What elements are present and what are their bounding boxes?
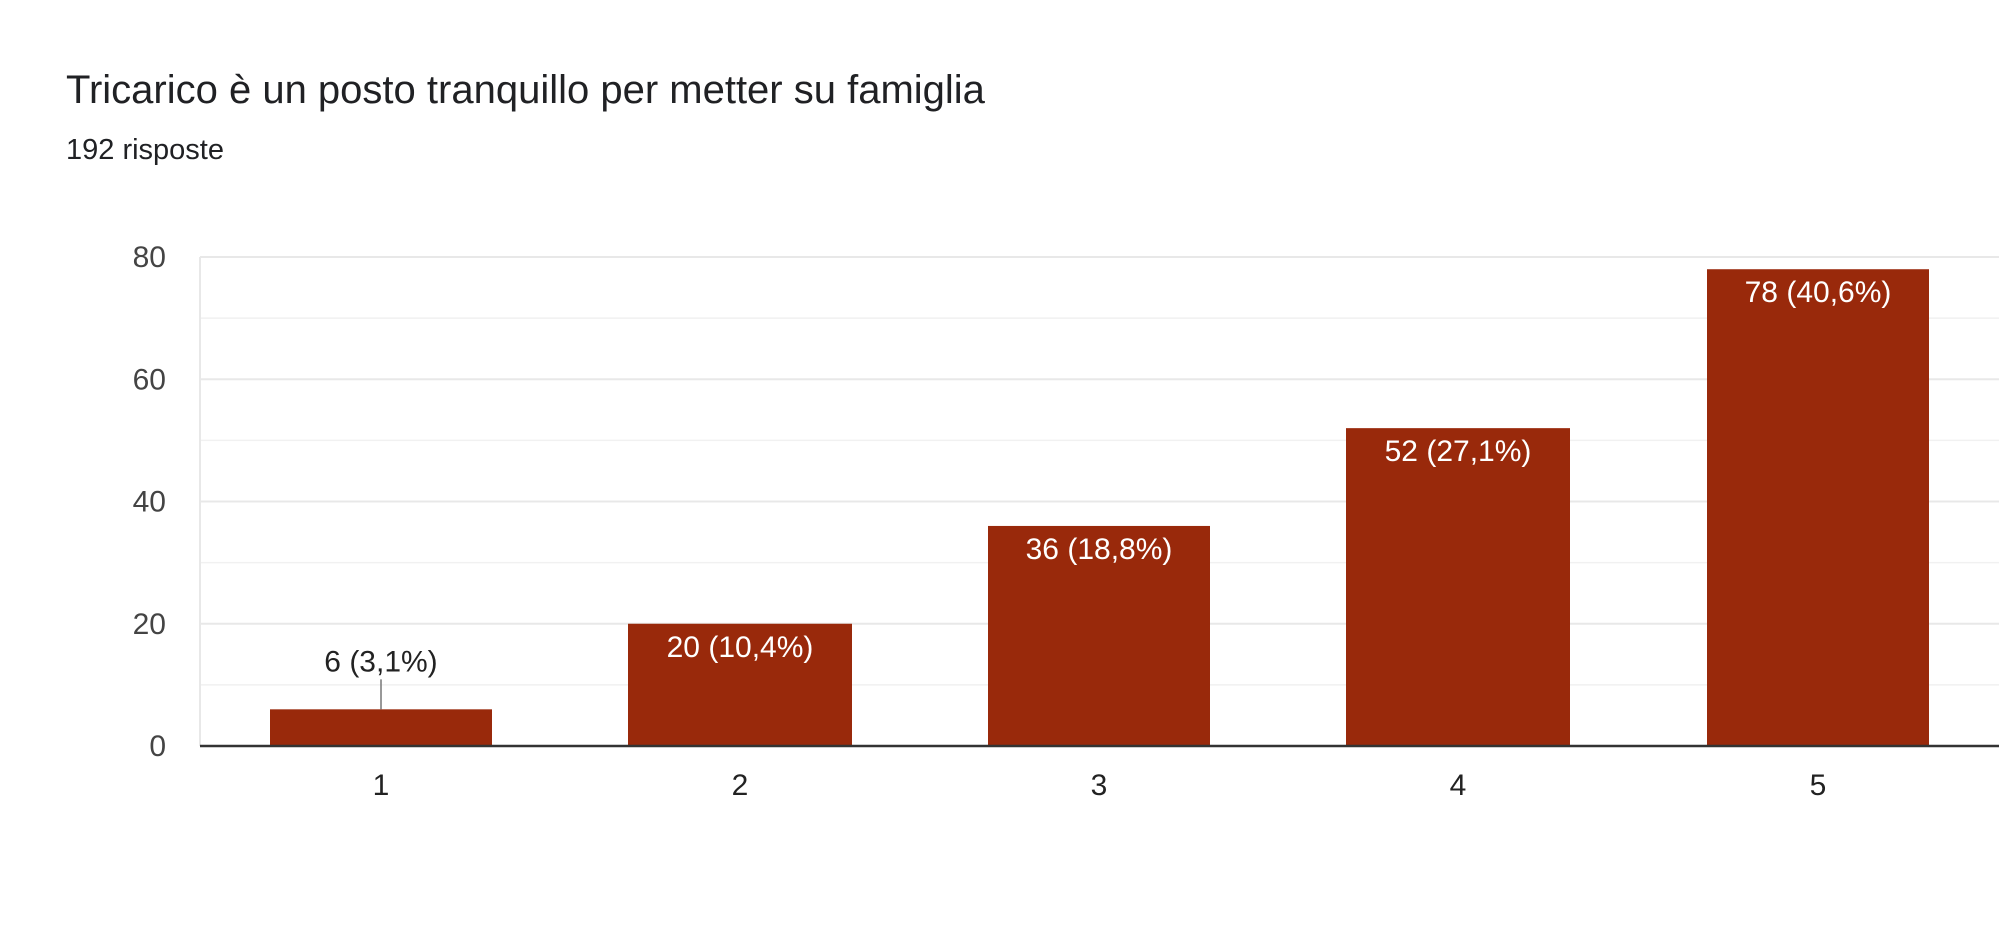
response-count: 192 risposte bbox=[66, 134, 224, 166]
x-tick-label: 1 bbox=[373, 769, 390, 802]
bars bbox=[270, 269, 1929, 746]
data-label-2: 20 (10,4%) bbox=[667, 631, 814, 664]
x-tick-label: 2 bbox=[732, 769, 749, 802]
chart-title: Tricarico è un posto tranquillo per mett… bbox=[66, 68, 985, 112]
bar-5 bbox=[1707, 269, 1929, 746]
data-label-5: 78 (40,6%) bbox=[1745, 276, 1892, 309]
axes bbox=[199, 257, 1999, 748]
y-tick-label: 80 bbox=[133, 241, 166, 274]
data-label-1: 6 (3,1%) bbox=[324, 645, 437, 678]
bar-1 bbox=[270, 709, 492, 746]
data-labels: 6 (3,1%) 20 (10,4%) 36 (18,8%) 52 (27,1%) 78… bbox=[324, 276, 1892, 710]
bar-4 bbox=[1346, 428, 1570, 746]
x-axis-tick-labels: 1 2 3 4 5 bbox=[373, 769, 1827, 802]
bar-2 bbox=[628, 623, 852, 746]
data-label-4: 52 (27,1%) bbox=[1385, 435, 1532, 468]
x-tick-label: 4 bbox=[1450, 769, 1467, 802]
x-tick-label: 5 bbox=[1810, 769, 1827, 802]
y-tick-label: 40 bbox=[133, 486, 166, 519]
y-tick-label: 0 bbox=[149, 730, 166, 763]
y-tick-label: 20 bbox=[133, 608, 166, 641]
y-axis-tick-labels: 0 20 40 60 80 bbox=[133, 241, 166, 763]
data-label-3: 36 (18,8%) bbox=[1026, 533, 1173, 566]
bar-3 bbox=[988, 525, 1210, 746]
x-tick-label: 3 bbox=[1091, 769, 1108, 802]
gridlines bbox=[200, 256, 1999, 686]
y-tick-label: 60 bbox=[133, 363, 166, 396]
